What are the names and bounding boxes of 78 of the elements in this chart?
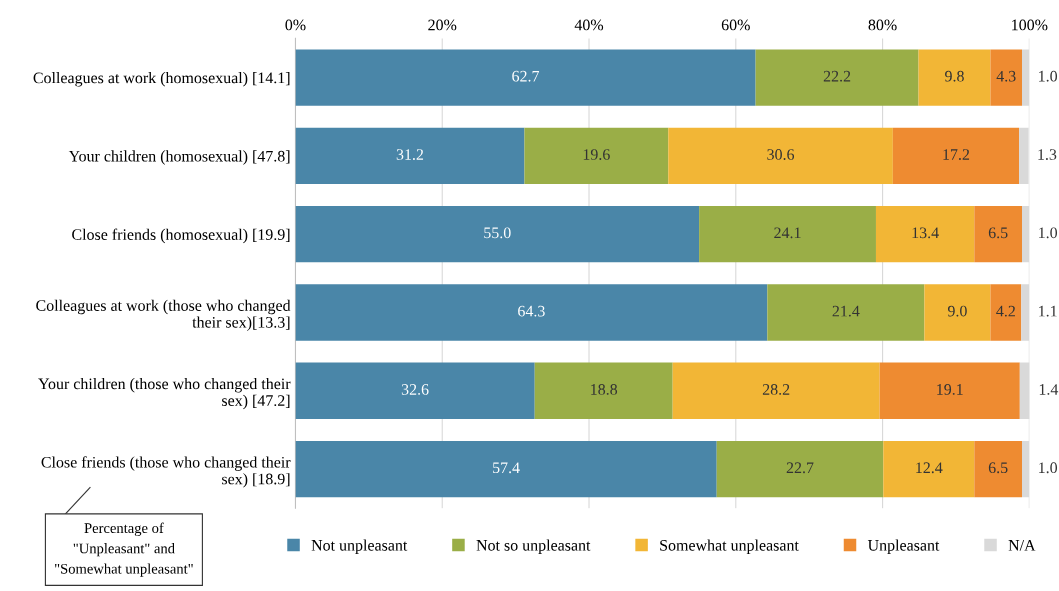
legend-label: Not so unpleasant: [476, 539, 591, 554]
data-label: 1.0: [1039, 227, 1058, 239]
data-label: 28.2: [762, 384, 790, 395]
data-label: 9.0: [947, 305, 967, 317]
data-label: 64.3: [518, 305, 545, 317]
bar: [990, 284, 1022, 341]
data-label: 1.3: [1038, 149, 1057, 160]
bar: [295, 284, 768, 341]
bar: [1019, 362, 1030, 419]
x-tick-label: 100%: [1012, 19, 1048, 31]
bar: [1022, 205, 1030, 263]
bar: [1022, 440, 1030, 498]
bar: [767, 284, 925, 341]
data-label: 4.2: [996, 305, 1015, 317]
bar: [534, 362, 673, 419]
data-label: 32.6: [401, 384, 429, 395]
y-tick-label: Close friends (those who changed their sex) [18.9]: [41, 456, 291, 488]
data-label: 1.1: [1039, 305, 1057, 317]
legend-label: Not unpleasant: [311, 539, 408, 554]
y-tick-label: Your children (homosexual) [47.8]: [68, 150, 290, 165]
y-tick-label: Your children (those who changed their sex) [47.2]: [38, 377, 291, 410]
legend-label: N/A: [1008, 540, 1036, 551]
y-tick-label: Colleagues at work (homosexual) [14.1]: [33, 72, 290, 87]
x-tick-label: 40%: [574, 19, 604, 31]
bar: [295, 205, 700, 263]
bar: [295, 362, 535, 419]
bar: [875, 205, 975, 263]
bar: [295, 49, 756, 106]
x-tick-label: 0%: [285, 19, 306, 31]
bar: [716, 440, 884, 498]
data-label: 17.2: [943, 149, 970, 160]
bar: [1022, 49, 1030, 106]
legend-label: Unpleasant: [867, 539, 940, 554]
bar: [295, 127, 525, 185]
bar: [892, 127, 1020, 185]
data-label: 62.7: [512, 70, 540, 82]
data-label: 19.6: [583, 149, 610, 160]
bar: [668, 127, 893, 185]
bar: [974, 440, 1023, 498]
data-label: 6.5: [988, 227, 1008, 239]
bar: [883, 440, 975, 498]
data-label: 24.1: [774, 227, 801, 239]
legend-label: Somewhat unpleasant: [660, 539, 799, 554]
y-tick-label: Colleagues at work (those who changed their sex)[13.3]: [36, 299, 291, 331]
data-label: 1.0: [1039, 70, 1058, 82]
x-tick-label: 60%: [721, 19, 750, 31]
bar: [879, 362, 1020, 419]
data-label: 1.4: [1039, 384, 1059, 395]
bar: [924, 284, 991, 341]
data-label: 18.8: [591, 384, 618, 395]
data-label: 19.1: [937, 384, 963, 395]
x-tick-label: 80%: [868, 19, 897, 31]
bar: [990, 49, 1023, 106]
data-label: 22.7: [786, 462, 814, 474]
data-label: 13.4: [912, 227, 939, 239]
y-tick-label: Close friends (homosexual) [19.9]: [72, 228, 290, 244]
data-label: 22.2: [823, 70, 851, 82]
bar: [295, 440, 717, 498]
data-label: 6.5: [988, 462, 1008, 474]
data-label: 30.6: [767, 149, 795, 160]
data-label: 1.0: [1039, 462, 1058, 474]
bar: [524, 127, 669, 185]
bar: [672, 362, 880, 419]
bar: [1019, 127, 1029, 185]
data-label: 55.0: [484, 227, 511, 239]
data-label: 9.8: [945, 70, 964, 82]
bar: [918, 49, 991, 106]
bar: [755, 49, 919, 106]
data-label: 21.4: [832, 305, 860, 317]
bar: [974, 205, 1023, 263]
data-label: 57.4: [493, 462, 520, 474]
text: Percentage of "Unpleasant" and "Somewhat unpleasant": [55, 522, 193, 577]
data-label: 4.3: [996, 70, 1016, 82]
data-label: 31.2: [396, 149, 424, 160]
x-tick-label: 20%: [428, 19, 457, 31]
data-label: 12.4: [916, 462, 943, 474]
bar: [699, 205, 876, 263]
bar: [1021, 284, 1030, 341]
